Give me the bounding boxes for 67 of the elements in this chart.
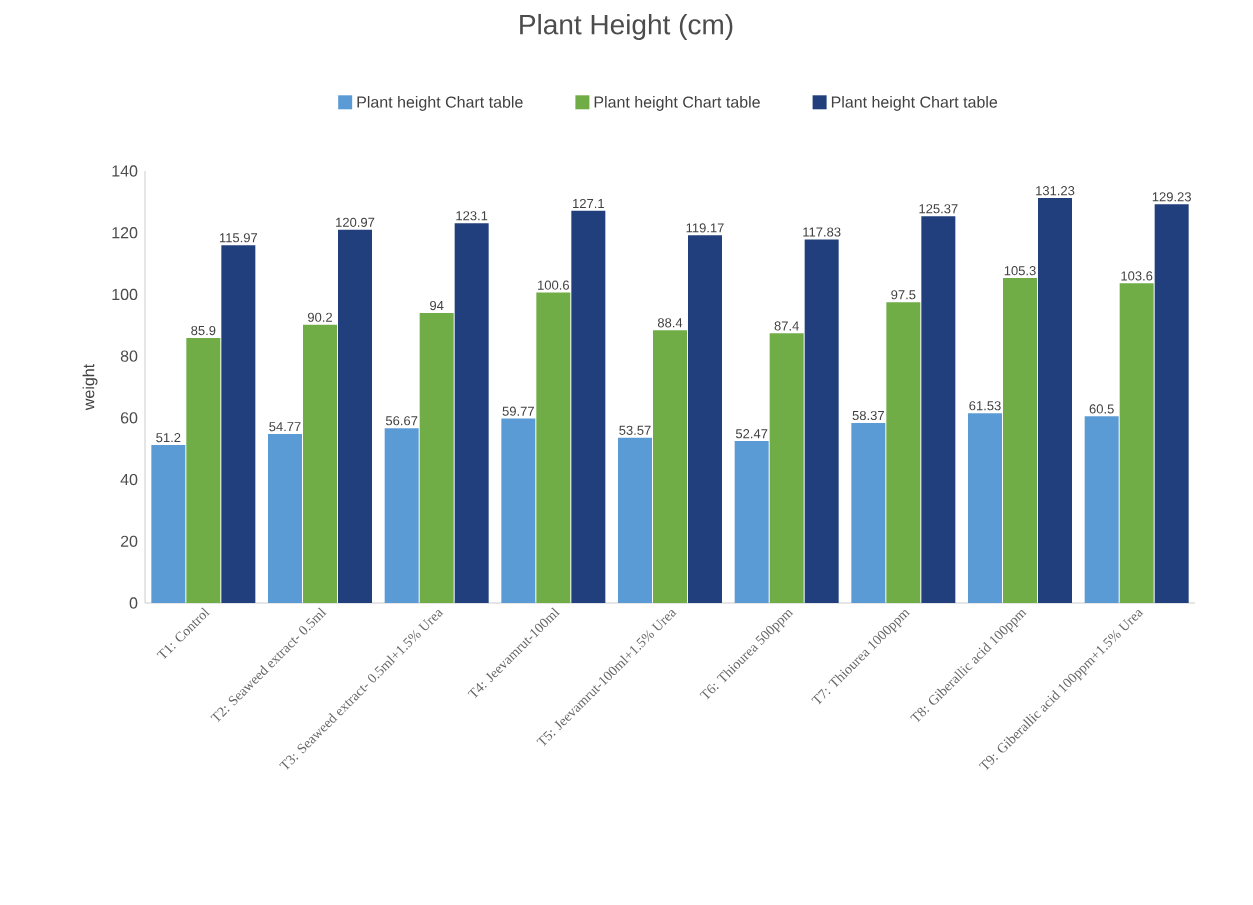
y-tick-label: 40 xyxy=(120,473,138,486)
y-tick-label: 140 xyxy=(112,165,138,177)
bar xyxy=(1119,283,1154,603)
bar xyxy=(653,330,687,603)
data-label: 88.4 xyxy=(657,318,683,328)
data-label: 51.2 xyxy=(156,433,181,443)
bar xyxy=(571,210,606,603)
data-label: 56.67 xyxy=(385,416,418,426)
bar xyxy=(618,437,653,603)
data-label: 59.77 xyxy=(502,406,534,416)
data-label: 105.3 xyxy=(1004,266,1036,276)
data-label: 61.53 xyxy=(969,401,1001,411)
data-label: 123.1 xyxy=(456,211,488,221)
bar xyxy=(769,333,804,603)
data-label: 120.97 xyxy=(336,217,375,227)
data-label: 87.4 xyxy=(774,321,799,331)
bar xyxy=(688,235,722,603)
y-axis-title: weight xyxy=(82,364,98,411)
y-tick-label: 0 xyxy=(129,597,138,609)
data-label: 119.17 xyxy=(686,223,724,233)
bar xyxy=(804,239,839,603)
bar xyxy=(734,441,769,603)
data-label: 85.9 xyxy=(191,325,216,336)
bar xyxy=(1038,198,1072,603)
data-label: 103.6 xyxy=(1121,271,1153,281)
bar xyxy=(1003,278,1038,603)
bar xyxy=(419,312,454,603)
legend-label: Plant height Chart table xyxy=(594,95,760,111)
bar xyxy=(536,292,571,603)
data-label: 94 xyxy=(430,300,444,311)
bar xyxy=(501,418,536,603)
y-tick-label: 120 xyxy=(112,227,138,239)
data-label: 60.5 xyxy=(1089,404,1114,414)
bar xyxy=(1084,416,1119,603)
bar xyxy=(268,434,302,603)
data-label: 115.97 xyxy=(219,233,258,243)
bar xyxy=(338,229,373,603)
data-label: 54.77 xyxy=(269,422,301,432)
bar xyxy=(151,445,186,603)
data-label: 125.37 xyxy=(919,204,958,214)
data-label: 129.23 xyxy=(1152,192,1191,202)
y-tick-label: 100 xyxy=(112,288,138,301)
data-label: 97.5 xyxy=(891,290,916,300)
bar xyxy=(384,428,419,603)
bar xyxy=(851,422,886,603)
data-label: 52.47 xyxy=(735,429,768,439)
data-label: 131.23 xyxy=(1036,186,1075,196)
legend-label: Plant height Chart table xyxy=(831,95,998,111)
bar xyxy=(186,337,221,603)
chart-title: Plant Height (cm) xyxy=(520,13,733,41)
bar xyxy=(1154,204,1189,603)
bar xyxy=(921,216,956,603)
y-tick-label: 80 xyxy=(120,350,138,362)
bar xyxy=(454,223,489,603)
bar xyxy=(968,413,1002,603)
bar xyxy=(221,245,256,603)
bar xyxy=(303,324,337,603)
legend-label: Plant height Chart table xyxy=(357,95,523,111)
y-tick-label: 20 xyxy=(120,535,138,547)
data-label: 58.37 xyxy=(852,410,884,421)
bar xyxy=(886,302,921,603)
data-label: 53.57 xyxy=(619,425,651,435)
data-label: 117.83 xyxy=(803,227,841,237)
data-label: 127.1 xyxy=(573,198,604,208)
data-label: 100.6 xyxy=(538,280,570,290)
data-label: 90.2 xyxy=(307,312,332,322)
y-tick-label: 60 xyxy=(120,412,138,424)
